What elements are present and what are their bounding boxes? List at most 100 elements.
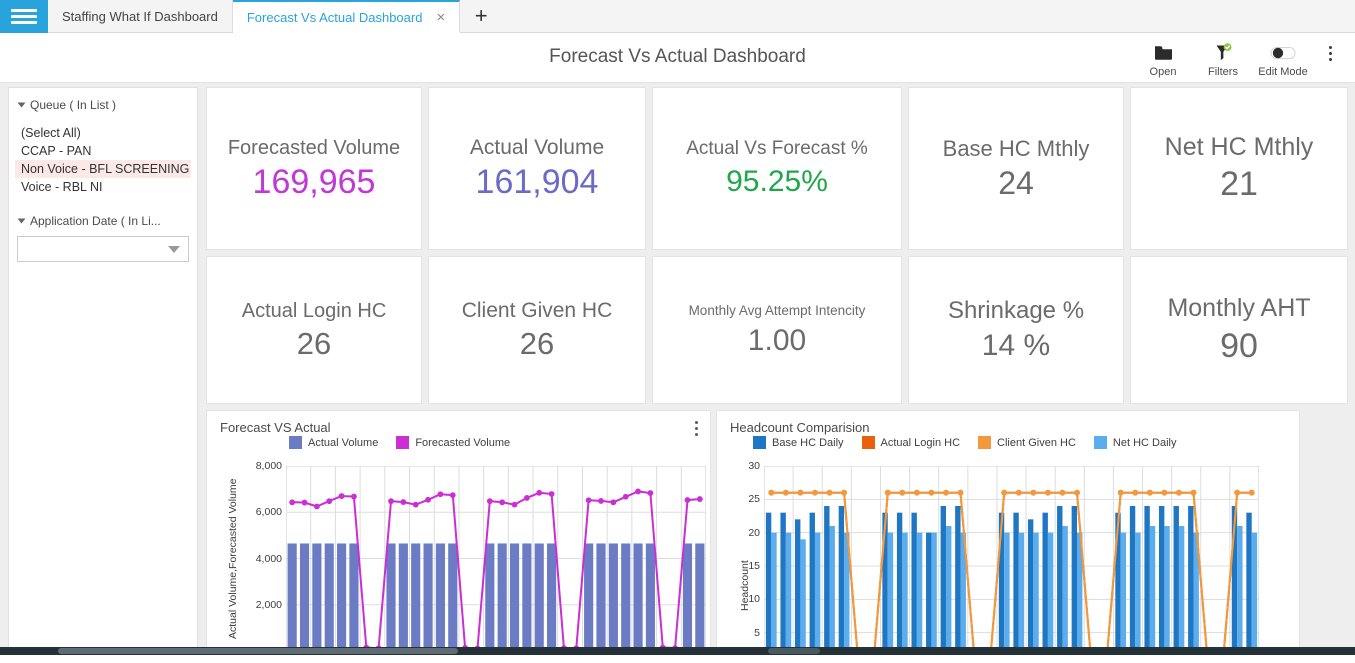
kebab-dot <box>1328 58 1332 61</box>
kpi-value: 26 <box>296 325 332 361</box>
chevron-down-icon <box>168 245 180 253</box>
filter-group-title: Queue ( In List ) <box>30 98 117 112</box>
tab-forecast-vs-actual-dashboard[interactable]: Forecast Vs Actual Dashboard × <box>232 0 461 33</box>
filter-option-non-voice-bfl-screening[interactable]: Non Voice - BFL SCREENING <box>15 160 191 178</box>
kebab-menu-icon[interactable] <box>1313 37 1347 61</box>
legend-headcount-comparision: Base HC Daily Actual Login HC Client Giv… <box>753 436 1194 449</box>
legend-label: Actual Volume <box>308 436 379 449</box>
y-axis-tick-label: 2,000 <box>255 598 282 611</box>
filters-button[interactable]: Filters <box>1193 37 1253 78</box>
legend-item-actual-volume[interactable]: Actual Volume <box>289 436 378 449</box>
kpi-label: Shrinkage % <box>947 297 1085 325</box>
filter-option-ccap-pan[interactable]: CCAP - PAN <box>21 144 92 158</box>
legend-swatch-icon <box>396 436 410 449</box>
open-button[interactable]: Open <box>1133 37 1193 78</box>
kpi-label: Base HC Mthly <box>942 135 1090 161</box>
y-axis-tick-label: 10 <box>748 593 760 606</box>
kebab-dot <box>1328 46 1332 49</box>
panel-menu-icon[interactable] <box>695 421 698 436</box>
folder-icon <box>1154 41 1173 63</box>
kpi-label: Actual Login HC <box>241 299 387 322</box>
y-axis-tick-label: 15 <box>748 560 760 572</box>
kpi-card-monthly-avg-attempt-intencity[interactable]: Monthly Avg Attempt Intencity 1.00 <box>652 256 902 404</box>
filter-option-voice-rbl-ni[interactable]: Voice - RBL NI <box>21 180 103 194</box>
tab-label: Forecast Vs Actual Dashboard <box>246 9 423 25</box>
kpi-card-actual-volume[interactable]: Actual Volume 161,904 <box>428 87 646 250</box>
edit-mode-toggle[interactable]: Edit Mode <box>1253 37 1313 78</box>
header-toolbar: Open Filters Edit Mode <box>1133 37 1347 78</box>
kpi-value: 90 <box>1220 326 1258 365</box>
kpi-card-base-hc-mthly[interactable]: Base HC Mthly 24 <box>908 87 1124 250</box>
kpi-label: Actual Volume <box>469 136 605 160</box>
legend-swatch-icon <box>978 436 992 449</box>
y-axis-tick-label: 4,000 <box>255 552 282 565</box>
kpi-label: Client Given HC <box>461 299 613 323</box>
hamburger-menu-icon[interactable] <box>0 0 48 33</box>
kpi-card-net-hc-mthly[interactable]: Net HC Mthly 21 <box>1130 87 1348 250</box>
legend-label: Net HC Daily <box>1112 436 1177 449</box>
kpi-value: 1.00 <box>747 323 807 357</box>
y-axis-tick-label: 5 <box>754 626 760 639</box>
new-tab-button[interactable]: + <box>460 0 503 32</box>
legend-label: Forecasted Volume <box>415 436 511 449</box>
application-date-dropdown[interactable] <box>17 236 189 262</box>
close-icon[interactable]: × <box>436 8 446 26</box>
kpi-card-client-given-hc[interactable]: Client Given HC 26 <box>428 256 646 404</box>
kpi-row-2: Actual Login HC 26 Client Given HC 26 Mo… <box>206 256 1348 404</box>
filter-group-queue-header[interactable]: Queue ( In List ) <box>9 98 197 112</box>
chart-canvas-forecast-vs-actual <box>286 466 706 650</box>
kebab-dot <box>695 421 698 424</box>
legend-item-client-given-hc[interactable]: Client Given HC <box>978 436 1076 449</box>
filter-group-application-date-header[interactable]: Application Date ( In Li... <box>9 214 197 228</box>
tab-staffing-what-if-dashboard[interactable]: Staffing What If Dashboard <box>48 0 233 32</box>
y-axis-tick-label: 25 <box>748 493 760 506</box>
hamburger-line <box>11 15 37 18</box>
kpi-value: 14 % <box>981 329 1051 363</box>
dashboard-body: Queue ( In List ) (Select All) CCAP - PA… <box>0 83 1355 655</box>
kebab-dot <box>1328 52 1332 55</box>
chart-canvas-headcount-comparision <box>764 466 1259 650</box>
legend-item-forecasted-volume[interactable]: Forecasted Volume <box>396 436 510 449</box>
legend-item-actual-login-hc[interactable]: Actual Login HC <box>861 436 960 449</box>
kpi-label: Monthly AHT <box>1167 294 1311 323</box>
scrollbar-thumb[interactable] <box>58 648 458 654</box>
horizontal-scrollbar[interactable] <box>0 647 1355 655</box>
kpi-label: Forecasted Volume <box>227 136 401 159</box>
filters-label: Filters <box>1208 66 1238 78</box>
tab-label: Staffing What If Dashboard <box>62 8 218 24</box>
kpi-label: Monthly Avg Attempt Intencity <box>688 302 866 318</box>
toggle-switch-icon <box>1270 41 1296 63</box>
kpi-label: Actual Vs Forecast % <box>686 138 868 160</box>
kpi-value: 24 <box>998 164 1034 201</box>
kebab-dot <box>695 433 698 436</box>
scrollbar-thumb-secondary[interactable] <box>768 648 820 654</box>
kpi-card-forecasted-volume[interactable]: Forecasted Volume 169,965 <box>206 87 422 250</box>
legend-swatch-icon <box>289 436 302 449</box>
kpi-card-actual-login-hc[interactable]: Actual Login HC 26 <box>206 256 422 404</box>
collapse-caret-icon <box>17 102 26 108</box>
hamburger-line <box>11 21 37 24</box>
kpi-card-shrinkage-pct[interactable]: Shrinkage % 14 % <box>908 256 1124 404</box>
panel-title: Headcount Comparision <box>730 420 870 435</box>
edit-mode-label: Edit Mode <box>1258 66 1308 78</box>
kpi-card-actual-vs-forecast-pct[interactable]: Actual Vs Forecast % 95.25% <box>652 87 902 250</box>
legend-label: Client Given HC <box>997 436 1076 449</box>
y-axis-tick-label: 30 <box>748 460 760 472</box>
legend-swatch-icon <box>753 436 766 449</box>
legend-swatch-icon <box>1093 436 1107 449</box>
kpi-card-monthly-aht[interactable]: Monthly AHT 90 <box>1130 256 1348 404</box>
legend-item-net-hc-daily[interactable]: Net HC Daily <box>1093 436 1177 449</box>
collapse-caret-icon <box>17 218 26 224</box>
kpi-label: Net HC Mthly <box>1164 132 1314 161</box>
dashboard-header: Forecast Vs Actual Dashboard Open Filter… <box>0 33 1355 83</box>
queue-option-list: (Select All) CCAP - PAN Non Voice - BFL … <box>9 124 197 196</box>
kpi-value: 95.25% <box>726 165 828 199</box>
kpi-value: 161,904 <box>475 163 599 202</box>
legend-forecast-vs-actual: Actual Volume Forecasted Volume <box>289 436 528 449</box>
page-title: Forecast Vs Actual Dashboard <box>549 46 806 67</box>
y-axis-tick-label: 20 <box>748 526 760 539</box>
tab-bar: Staffing What If Dashboard Forecast Vs A… <box>0 0 1355 33</box>
legend-item-base-hc-daily[interactable]: Base HC Daily <box>753 436 844 449</box>
filter-group-title: Application Date ( In Li... <box>30 214 161 228</box>
filter-option-select-all[interactable]: (Select All) <box>21 126 81 140</box>
